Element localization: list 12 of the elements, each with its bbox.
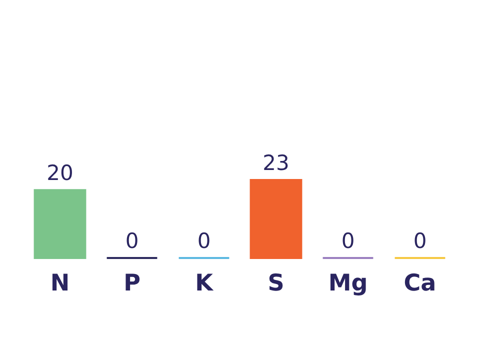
- x-tick-label: K: [195, 270, 214, 296]
- data-label: 0: [197, 229, 211, 253]
- data-label: 0: [125, 229, 139, 253]
- data-label: 0: [341, 229, 355, 253]
- data-label: 0: [413, 229, 427, 253]
- data-label: 23: [262, 151, 290, 175]
- x-tick-label: N: [50, 270, 70, 296]
- x-tick-label: Ca: [404, 270, 436, 296]
- x-tick-label: P: [124, 270, 140, 296]
- x-tick-label: Mg: [328, 270, 368, 296]
- data-label: 20: [46, 161, 74, 186]
- x-tick-label: S: [268, 270, 284, 296]
